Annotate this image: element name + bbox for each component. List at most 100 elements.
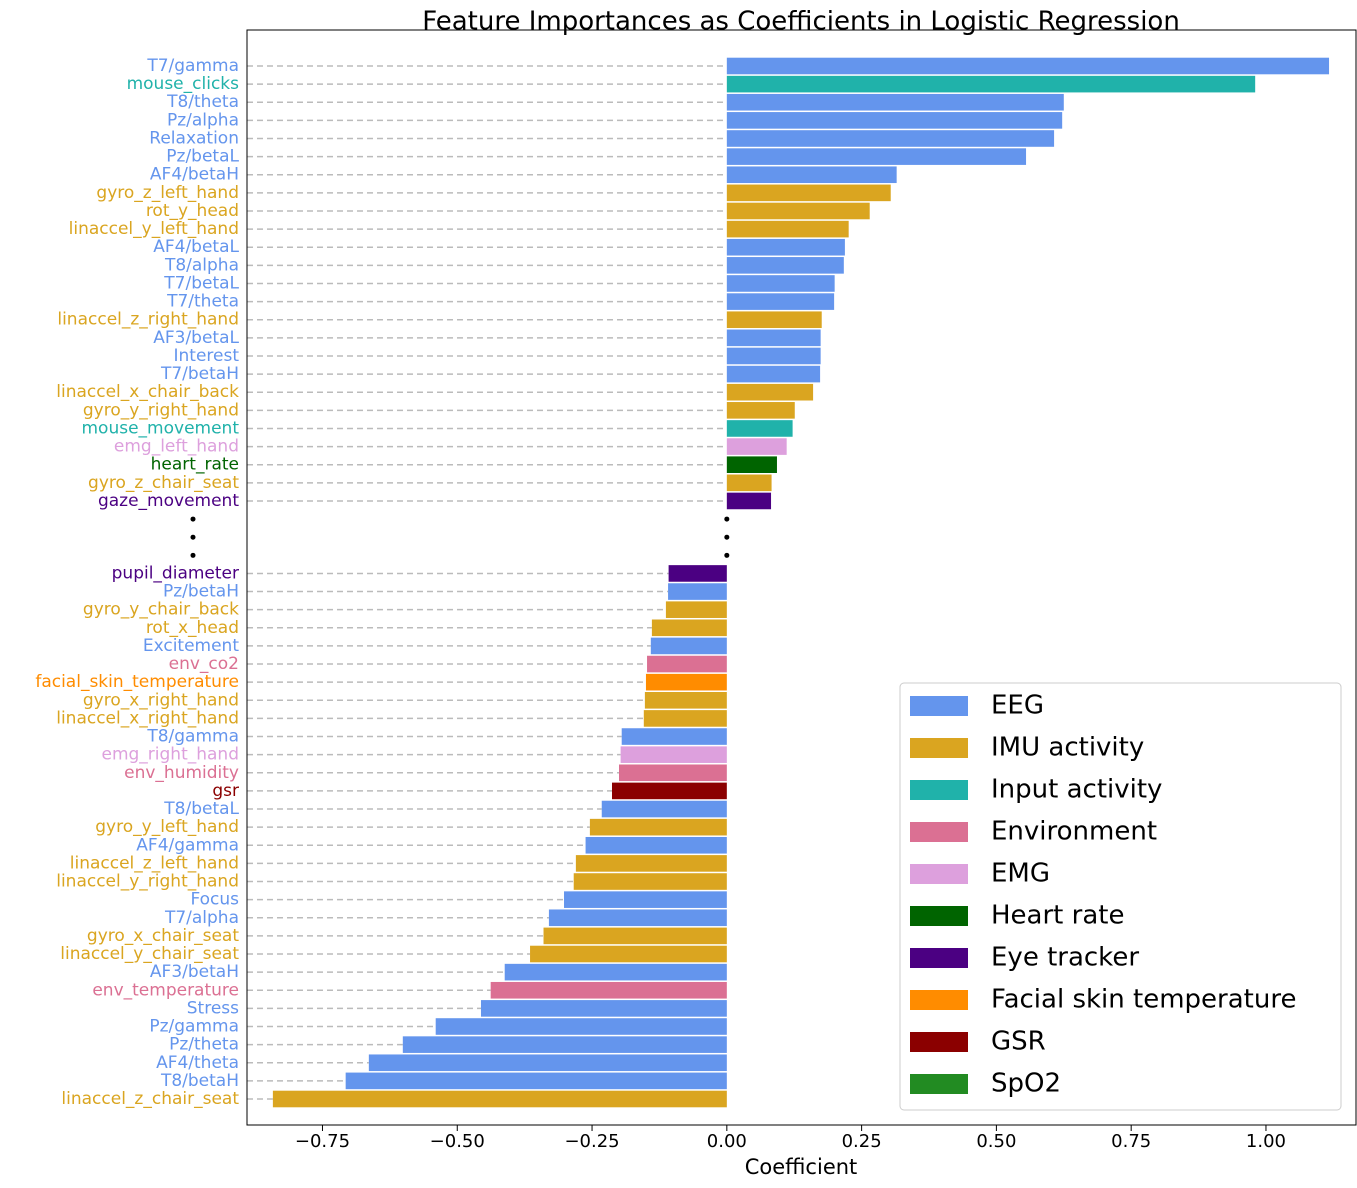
y-tick-label: heart_rate [151,455,239,475]
legend-swatch [910,864,968,884]
y-tick-label: Interest [173,346,239,366]
bar [726,402,795,419]
bar [504,963,727,981]
y-tick-label: mouse_clicks [127,74,240,94]
bar [726,347,821,365]
legend-label: GSR [991,1027,1046,1057]
bar [619,764,727,782]
bar [726,293,835,310]
axes-frame [246,29,1357,1126]
bar [650,637,727,655]
legend-label: EMG [991,859,1050,889]
bar [621,728,727,745]
bar [548,909,727,927]
gap-dot [190,516,196,522]
y-tick-label: AF4/betaH [150,165,239,185]
legend-swatch [910,1032,968,1052]
x-tick-label: −0.50 [430,1131,485,1152]
y-tick-label: Pz/betaH [163,582,239,602]
bar [726,456,777,474]
bar [726,130,1055,147]
y-tick-label: T8/gamma [146,727,239,747]
y-tick-label: T8/betaH [160,1071,239,1091]
legend-label: Eye tracker [991,943,1139,973]
y-tick-label: gyro_y_left_hand [95,817,239,837]
chart-title: Feature Importances as Coefficients in L… [422,7,1180,37]
y-tick-label: Excitement [143,636,239,656]
y-tick-label: linaccel_z_right_hand [57,310,239,330]
y-tick-label: AF3/betaL [153,328,239,348]
x-tick-label: 0.00 [707,1131,747,1152]
bar [726,474,772,492]
y-tick-label: Pz/theta [169,1035,239,1055]
gap-dot [190,552,196,558]
gap-dot [190,534,196,540]
y-tick-label: gyro_y_chair_back [83,600,239,620]
bar [480,1000,727,1017]
y-tick-label: T7/betaL [163,273,239,293]
y-tick-label: Focus [190,890,239,910]
y-tick-label: linaccel_y_chair_seat [60,944,239,964]
y-tick-label: linaccel_x_right_hand [56,708,239,728]
y-tick-label: Stress [187,998,239,1018]
bar [435,1018,727,1035]
y-tick-label: linaccel_y_left_hand [69,219,239,239]
bar [647,655,727,673]
y-tick-label: AF4/gamma [136,835,239,855]
y-tick-label: AF4/theta [156,1053,239,1073]
bar [530,945,727,963]
legend-swatch [910,696,968,716]
bar [726,311,822,329]
y-tick-label: linaccel_y_right_hand [56,872,239,892]
bar [726,93,1064,111]
legend-swatch [910,780,968,800]
bar [665,601,727,618]
y-tick-label: T7/theta [166,292,239,312]
legend-swatch [910,738,968,758]
bar [573,873,727,890]
bar [726,57,1330,75]
bar [643,710,727,727]
bar [585,836,727,854]
y-tick-label: gsr [212,781,239,801]
y-tick-label: emg_left_hand [114,437,239,457]
legend-label: EEG [991,691,1044,721]
y-tick-label: gyro_z_chair_seat [88,473,239,493]
x-tick-label: −0.25 [564,1131,619,1152]
legend-label: SpO2 [991,1069,1061,1099]
y-tick-label: T8/betaL [163,799,239,819]
legend-swatch [910,990,968,1010]
x-tick-label: −0.75 [295,1131,350,1152]
y-tick-label: T7/gamma [146,56,239,76]
bar [726,329,821,347]
y-tick-label: emg_right_hand [101,745,239,765]
y-tick-label: Pz/alpha [167,110,239,130]
legend-box [899,682,1342,1111]
y-tick-label: rot_y_head [146,201,239,221]
legend-label: IMU activity [991,733,1144,763]
bar [726,275,835,292]
y-tick-label: facial_skin_temperature [35,672,239,692]
bar [490,981,727,999]
x-tick-label: 0.50 [976,1131,1016,1152]
y-tick-label: AF4/betaL [153,237,239,257]
bar [726,148,1027,165]
bar [645,673,727,691]
bar [726,420,793,437]
y-tick-label: gyro_x_chair_seat [87,926,239,946]
bar [272,1090,727,1108]
y-tick-label: gyro_y_right_hand [83,400,239,420]
bar [726,438,787,455]
legend-swatch [910,906,968,926]
legend-swatch [910,948,968,968]
y-tick-label: mouse_movement [82,418,240,438]
bar [564,891,727,908]
legend-label: Facial skin temperature [991,985,1296,1015]
bar [575,855,727,872]
y-tick-label: pupil_diameter [112,563,239,583]
y-tick-label: gaze_movement [98,491,239,511]
bar [726,184,891,202]
y-tick-label: env_temperature [92,980,239,1000]
y-tick-label: env_co2 [169,654,239,674]
y-tick-label: T7/betaH [160,364,239,384]
